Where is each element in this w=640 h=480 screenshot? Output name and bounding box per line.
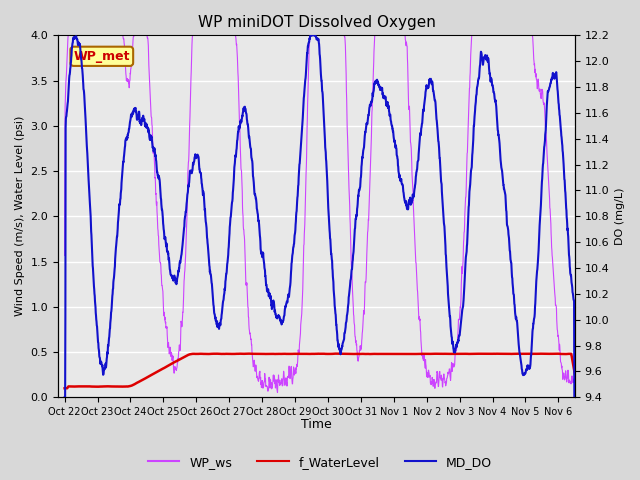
Title: WP miniDOT Dissolved Oxygen: WP miniDOT Dissolved Oxygen xyxy=(198,15,435,30)
Y-axis label: DO (mg/L): DO (mg/L) xyxy=(615,188,625,245)
Legend: WP_ws, f_WaterLevel, MD_DO: WP_ws, f_WaterLevel, MD_DO xyxy=(143,451,497,474)
X-axis label: Time: Time xyxy=(301,419,332,432)
Text: WP_met: WP_met xyxy=(74,50,130,63)
Y-axis label: Wind Speed (m/s), Water Level (psi): Wind Speed (m/s), Water Level (psi) xyxy=(15,116,25,316)
